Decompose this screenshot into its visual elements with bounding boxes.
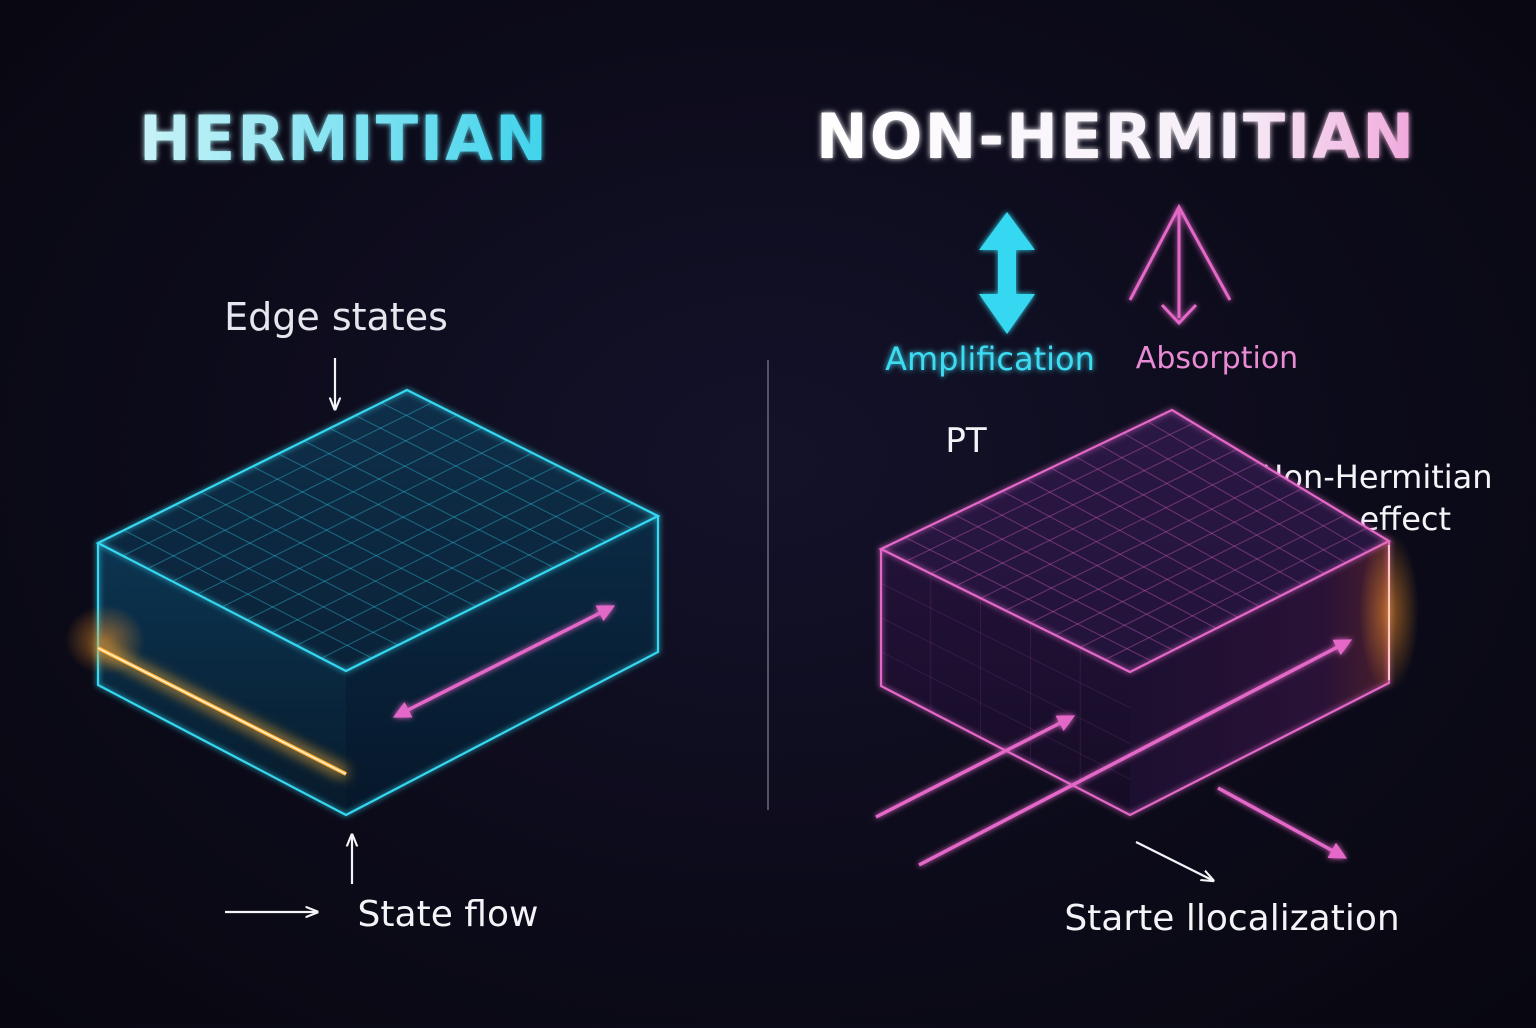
grid-line xyxy=(1104,527,1368,661)
grid-line xyxy=(355,415,607,543)
localization-pointer-arrow xyxy=(1135,841,1212,880)
hermitian-top-grid xyxy=(122,402,634,659)
grid-line xyxy=(147,414,458,570)
amplification-label: Amplification xyxy=(885,340,1095,378)
grid-line xyxy=(200,491,451,620)
edge-state-core xyxy=(97,647,347,775)
hermitian-slab-top-face xyxy=(98,390,658,671)
grid-line xyxy=(1098,444,1325,575)
edge-state-glow xyxy=(65,605,145,675)
bidirectional-arrow xyxy=(392,605,616,718)
grid-line xyxy=(329,427,581,556)
grid-line xyxy=(174,504,425,633)
grid-line xyxy=(1147,421,1368,553)
hermitian-title: HERMITIAN xyxy=(139,102,549,175)
grid-line xyxy=(929,525,1174,651)
grid-line xyxy=(122,402,433,557)
grid-line xyxy=(246,465,558,621)
grid-line xyxy=(271,477,583,634)
grid-line xyxy=(905,536,1152,662)
grid-line xyxy=(303,440,555,569)
flow-arrow-upper xyxy=(918,639,1353,867)
hermitian-slab-left-face xyxy=(98,543,346,815)
edge-states-label: Edge states xyxy=(224,295,448,339)
grid-line xyxy=(880,617,1131,744)
grid-line xyxy=(278,453,529,582)
absorption-icon xyxy=(1128,203,1232,326)
grid-line xyxy=(320,502,634,659)
grid-line xyxy=(980,461,1260,599)
grid-line xyxy=(123,529,373,659)
grid-line xyxy=(977,502,1217,629)
grid-line xyxy=(1079,514,1346,648)
grid-line xyxy=(296,490,609,646)
nh-slab-left-face xyxy=(881,549,1130,815)
grid-line xyxy=(880,582,1131,709)
grid-line xyxy=(1005,475,1281,611)
amplification-icon xyxy=(979,212,1035,334)
grid-line xyxy=(880,651,1131,780)
grid-line xyxy=(953,513,1196,640)
state-localization-label: Starte llocalization xyxy=(1064,898,1399,939)
grid-line xyxy=(381,402,633,530)
grid-line xyxy=(930,435,1216,575)
non-hermitian-slab xyxy=(878,408,1392,817)
grid-line xyxy=(221,452,533,608)
hermitian-slab xyxy=(95,388,661,817)
pt-label: PT xyxy=(945,421,987,461)
grid-line xyxy=(905,422,1194,562)
grid-line xyxy=(149,517,399,646)
non-hermitian-title: NON-HERMITIAN xyxy=(816,100,1416,173)
nh-side-grid xyxy=(880,573,1131,790)
grid-line xyxy=(172,427,483,582)
grid-line xyxy=(1026,479,1260,607)
absorption-label: Absorption xyxy=(1136,341,1298,376)
state-flow-label: State flow xyxy=(358,894,539,935)
nh-top-grid xyxy=(905,421,1368,662)
nh-slab-right-face xyxy=(1130,541,1389,815)
grid-line xyxy=(1074,455,1303,586)
grid-line xyxy=(1123,432,1347,564)
grid-line xyxy=(1050,467,1282,597)
grid-line xyxy=(1030,488,1303,624)
flow-arrow-exit xyxy=(1217,786,1348,859)
grid-line xyxy=(1055,501,1325,636)
nh-slab-top-face xyxy=(881,410,1389,672)
grid-line xyxy=(1001,490,1239,618)
grid-line xyxy=(252,466,503,594)
grid-line xyxy=(226,478,477,607)
grid-line xyxy=(196,439,508,595)
grid-line xyxy=(955,448,1238,587)
flow-arrow-lower xyxy=(875,715,1076,819)
